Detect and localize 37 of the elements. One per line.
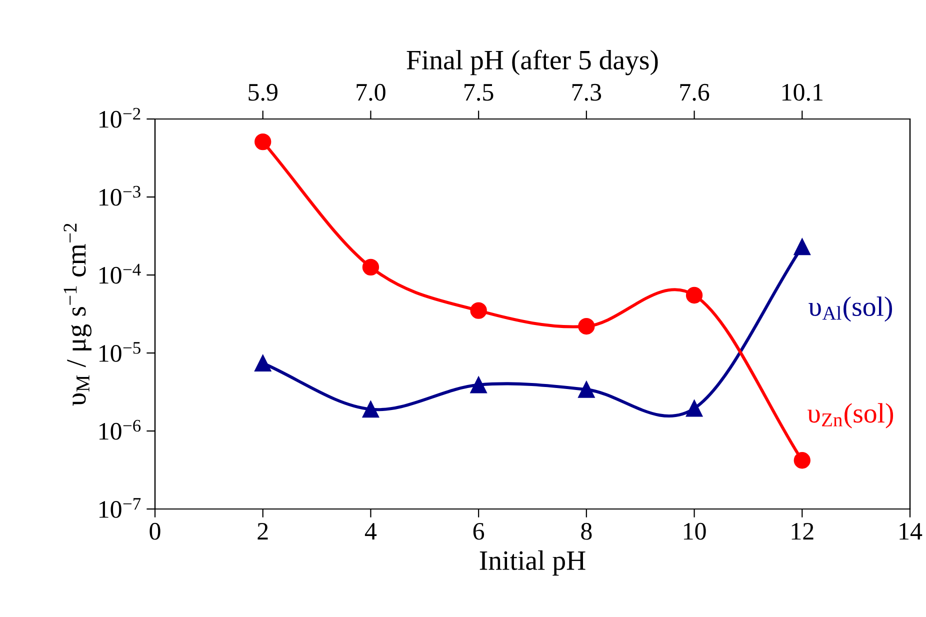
x-tick-label: 12 — [792, 522, 814, 540]
annotation: 7.6 — [680, 84, 710, 101]
x-tick-label: 14 — [900, 523, 922, 540]
x-tick-label: 6 — [473, 522, 484, 540]
annotation: 7.3 — [572, 84, 602, 101]
y-axis-title: υ$_{M}$ / μg s$^{−1}$ cm$^{−2}$ — [64, 224, 92, 406]
point — [254, 354, 272, 372]
point — [578, 318, 595, 335]
point — [686, 400, 703, 417]
x-tick-label: 2 — [258, 522, 268, 540]
annotation: 10.1 — [782, 84, 823, 101]
x-axis-title: Initial pH — [480, 550, 586, 576]
x-tick-label: 0 — [150, 522, 160, 540]
point — [794, 452, 810, 469]
series-label: υ$_{Zn}$(sol) — [808, 403, 894, 428]
point — [470, 376, 487, 394]
y-tick-label: 10$^{−6}$ — [100, 420, 141, 440]
y-tick-label: 10$^{−2}$ — [100, 108, 140, 128]
y-tick-label: 10$^{−7}$ — [100, 498, 141, 518]
y-tick-label: 10$^{−3}$ — [100, 186, 140, 206]
point — [794, 238, 810, 256]
x2-axis-title: Final pH (after 5 days) — [406, 50, 658, 76]
x-tick-label: 10 — [684, 522, 706, 540]
point — [578, 381, 595, 398]
point — [470, 302, 487, 319]
x-tick-label: 4 — [364, 523, 377, 540]
annotation: 5.9 — [248, 84, 278, 101]
y-tick-label: 10$^{−4}$ — [100, 264, 141, 284]
annotation: 7.5 — [464, 84, 494, 101]
point — [362, 400, 380, 418]
point — [362, 258, 380, 276]
y-tick-label: 10$^{−5}$ — [100, 342, 140, 362]
x-tick-label: 8 — [581, 522, 592, 540]
annotation: 7.0 — [356, 84, 386, 101]
point — [254, 133, 272, 150]
series-label: υ$_{Al}$(sol) — [808, 296, 892, 322]
point — [686, 286, 703, 304]
